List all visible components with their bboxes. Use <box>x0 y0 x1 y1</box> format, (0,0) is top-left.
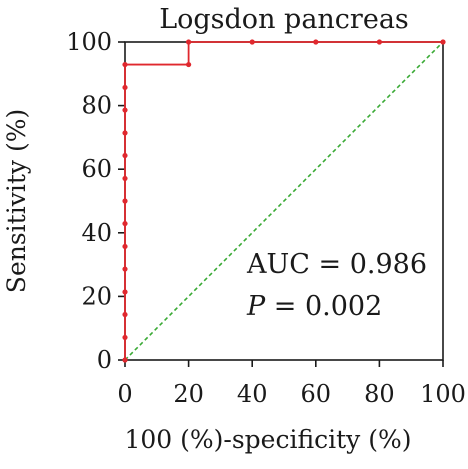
y-tick-label: 100 <box>66 28 112 56</box>
x-tick-label: 20 <box>173 380 204 408</box>
auc-annotation: AUC = 0.986 <box>246 249 427 280</box>
roc-point <box>122 243 128 250</box>
x-axis-label: 100 (%)-specificity (%) <box>124 425 411 454</box>
y-tick-label: 60 <box>81 155 112 183</box>
x-tick-label: 80 <box>364 380 395 408</box>
roc-point <box>249 39 255 45</box>
roc-point <box>122 311 128 318</box>
x-axis: 0 20 40 60 80 100 <box>117 360 466 408</box>
roc-point <box>376 39 382 45</box>
roc-series <box>122 39 446 363</box>
y-axis-label: Sensitivity (%) <box>2 109 31 293</box>
roc-point <box>186 61 192 68</box>
roc-point <box>122 175 128 182</box>
roc-point <box>122 84 128 91</box>
x-tick-label: 100 <box>420 380 466 408</box>
p-value: = 0.002 <box>265 291 382 322</box>
roc-point <box>440 39 446 45</box>
roc-point <box>186 39 192 45</box>
roc-point <box>122 357 128 363</box>
p-symbol: P <box>246 291 266 322</box>
roc-point <box>122 107 128 113</box>
roc-point <box>122 152 128 159</box>
chart-title: Logsdon pancreas <box>159 4 409 35</box>
y-tick-label: 80 <box>81 92 112 120</box>
roc-point <box>122 266 128 272</box>
y-tick-label: 20 <box>81 282 112 310</box>
roc-point <box>313 39 319 45</box>
reference-diagonal <box>124 41 444 361</box>
x-tick-label: 60 <box>301 380 332 408</box>
x-tick-label: 40 <box>237 380 268 408</box>
roc-point <box>122 61 128 68</box>
roc-point <box>122 220 128 227</box>
p-value-annotation: P = 0.002 <box>246 291 382 322</box>
roc-point <box>122 289 128 295</box>
roc-point <box>122 198 128 204</box>
y-tick-label: 40 <box>81 219 112 247</box>
roc-curve-line <box>124 41 443 360</box>
y-tick-label: 0 <box>97 346 112 374</box>
y-axis: 0 20 40 60 80 100 <box>66 28 125 374</box>
roc-point <box>122 334 128 341</box>
x-tick-label: 0 <box>117 380 132 408</box>
roc-point <box>122 130 128 136</box>
